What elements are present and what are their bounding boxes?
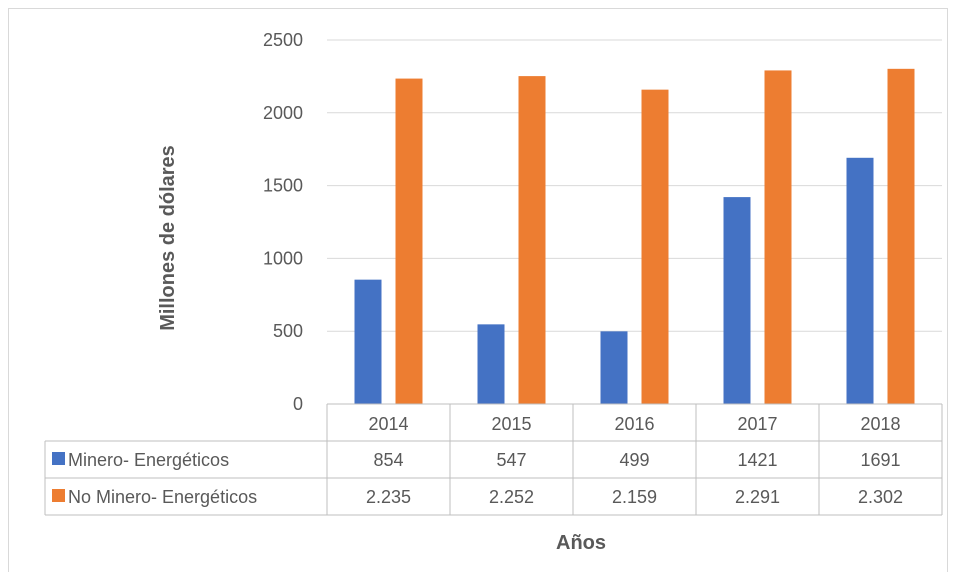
- data-label: 2.235: [366, 487, 411, 507]
- legend-swatch: [52, 489, 65, 502]
- bars: [354, 68, 915, 405]
- bar-no-minero-2018: [887, 68, 915, 404]
- bar-minero-2016: [600, 331, 628, 404]
- chart-frame: [8, 8, 948, 572]
- bar-no-minero-2014: [395, 78, 423, 405]
- y-tick-label: 1000: [263, 248, 303, 268]
- y-tick-labels: 0 500 1000 1500 2000 2500: [263, 30, 303, 414]
- data-label: 2.302: [858, 487, 903, 507]
- data-label: 499: [619, 450, 649, 470]
- data-label: 547: [496, 450, 526, 470]
- y-tick-label: 0: [293, 394, 303, 414]
- data-label: 1691: [860, 450, 900, 470]
- legend-label: No Minero- Energéticos: [68, 487, 257, 507]
- x-tick-label: 2016: [614, 414, 654, 434]
- bar-minero-2018: [846, 157, 874, 404]
- data-label: 1421: [737, 450, 777, 470]
- x-tick-label: 2015: [491, 414, 531, 434]
- data-label: 2.252: [489, 487, 534, 507]
- legend-label: Minero- Energéticos: [68, 450, 229, 470]
- y-tick-label: 500: [273, 321, 303, 341]
- bar-minero-2014: [354, 279, 382, 404]
- bar-minero-2015: [477, 324, 505, 404]
- data-label: 2.291: [735, 487, 780, 507]
- x-tick-label: 2018: [860, 414, 900, 434]
- y-axis-title: Millones de dólares: [157, 145, 179, 331]
- x-tick-label: 2017: [737, 414, 777, 434]
- x-tick-label: 2014: [368, 414, 408, 434]
- data-label: 854: [373, 450, 403, 470]
- x-axis-title: Años: [556, 532, 606, 554]
- bar-no-minero-2015: [518, 76, 546, 405]
- y-tick-label: 2000: [263, 103, 303, 123]
- legend-swatch: [52, 452, 65, 465]
- gridlines: [327, 39, 942, 332]
- y-tick-label: 2500: [263, 30, 303, 50]
- bar-minero-2017: [723, 197, 751, 404]
- y-tick-label: 1500: [263, 176, 303, 196]
- bar-no-minero-2016: [641, 89, 669, 404]
- data-label: 2.159: [612, 487, 657, 507]
- bar-no-minero-2017: [764, 70, 792, 405]
- data-table: 2014 2015 2016 2017 2018 Minero- Energéticos 8…: [44, 403, 943, 516]
